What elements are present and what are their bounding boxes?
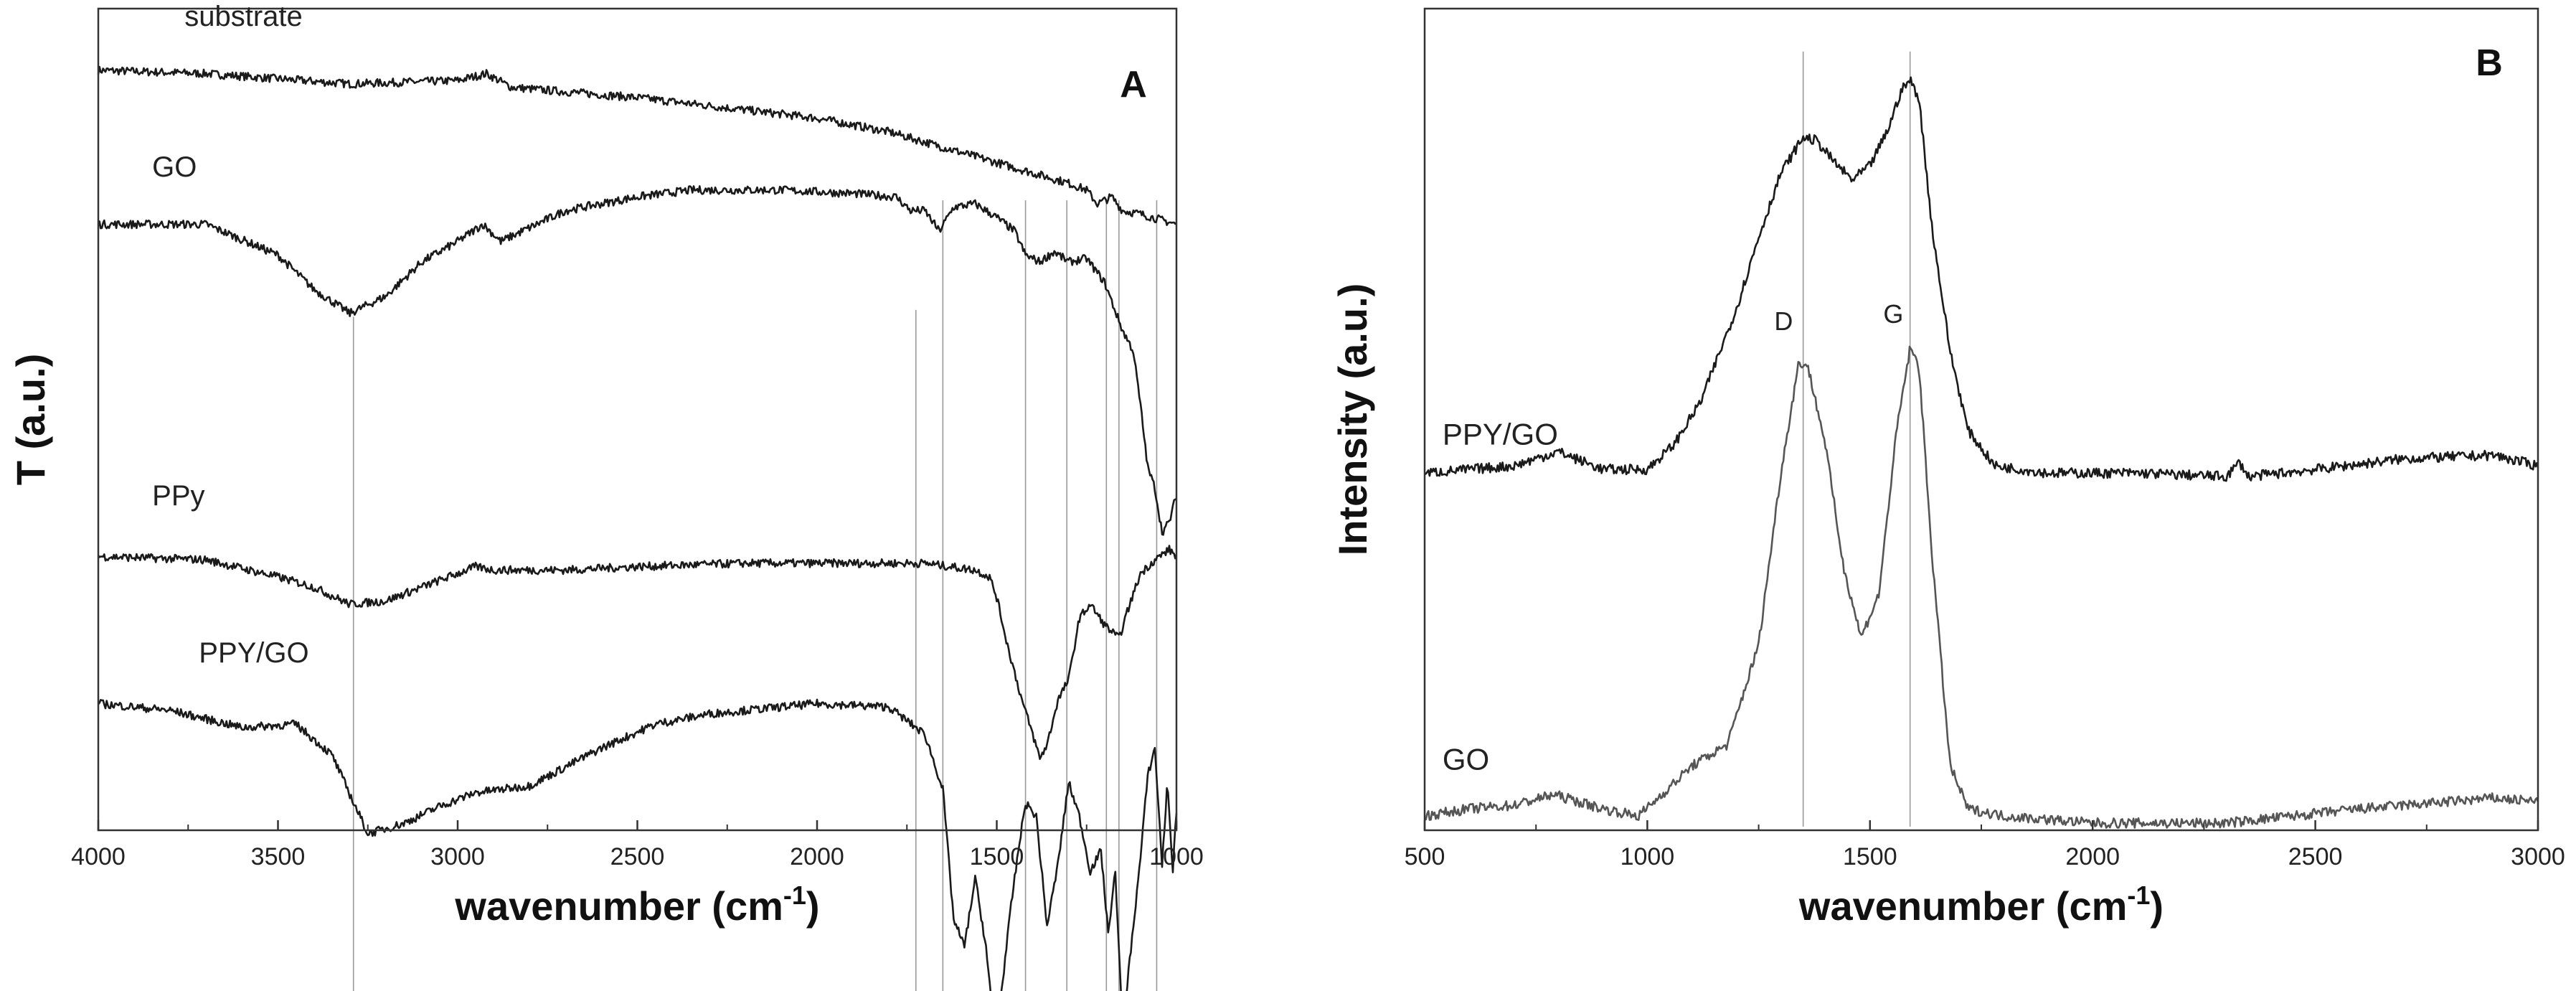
peak-label: G <box>1883 299 1903 329</box>
x-tick-label: 3500 <box>251 843 306 870</box>
panel-letter: A <box>1120 64 1147 105</box>
peak-label: D <box>1774 306 1793 336</box>
series-line-go <box>1424 345 2539 829</box>
series-line-go <box>97 185 1177 536</box>
curve-label: PPY/GO <box>1443 417 1558 451</box>
curve-label: PPy <box>152 480 204 512</box>
x-tick-label: 2500 <box>610 843 665 870</box>
curve-label: GO <box>1443 742 1489 776</box>
x-tick-label: 2500 <box>2288 843 2343 870</box>
x-tick-label: 3000 <box>430 843 485 870</box>
x-tick-label: 4000 <box>71 843 126 870</box>
curve-label: PPY/GO <box>199 637 308 669</box>
curve-label: substrate <box>184 1 303 32</box>
x-axis-label: wavenumber (cm-1) <box>454 880 819 929</box>
plot-frame <box>1423 7 2539 832</box>
y-axis-label: Intensity (a.u.) <box>1330 283 1375 556</box>
x-axis-label: wavenumber (cm-1) <box>1798 880 2164 929</box>
y-axis-label: T (a.u.) <box>8 354 53 486</box>
x-tick-label: 1000 <box>1620 843 1675 870</box>
plot-frame <box>97 7 1178 832</box>
series-line-ppy <box>97 545 1178 760</box>
x-tick-label: 1000 <box>1149 843 1204 870</box>
x-tick-label: 2000 <box>2065 843 2120 870</box>
x-tick-label: 2000 <box>790 843 844 870</box>
series-line-ppy-go <box>98 698 1178 991</box>
x-tick-label: 1500 <box>970 843 1024 870</box>
panel-a: 4000 3500 3000 2500 2000 1500 1000 Awavenumber … <box>8 1 1204 991</box>
series-line-substrate <box>97 65 1177 226</box>
x-tick-label: 3000 <box>2511 843 2565 870</box>
panel-letter: B <box>2476 42 2503 84</box>
x-tick-label: 1500 <box>1843 843 1897 870</box>
x-tick-label: 500 <box>1405 843 1445 870</box>
curve-label: GO <box>152 151 197 183</box>
series-line-ppy-go <box>1424 76 2539 482</box>
